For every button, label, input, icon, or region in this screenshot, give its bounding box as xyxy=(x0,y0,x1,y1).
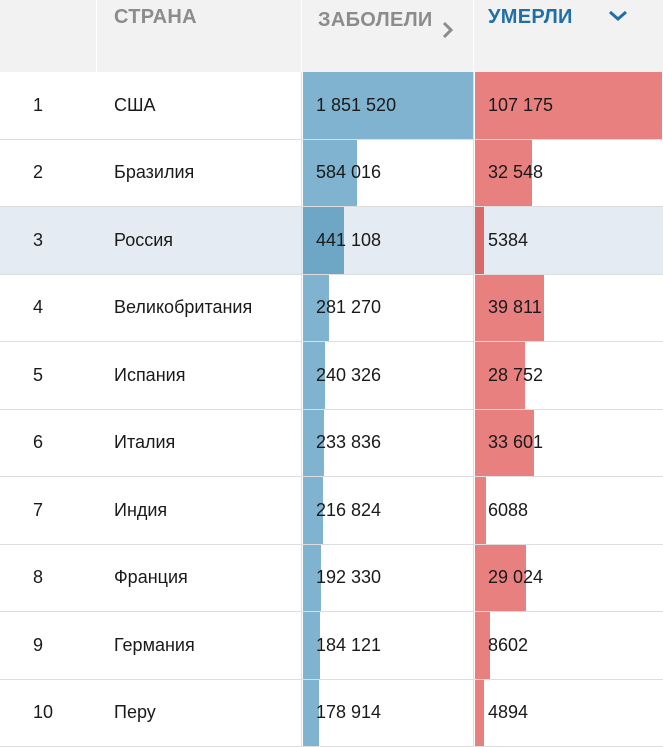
cases-cell: 184 121 xyxy=(302,612,474,679)
cases-cell: 216 824 xyxy=(302,477,474,544)
rank-cell: 6 xyxy=(0,410,97,477)
deaths-bar xyxy=(475,680,484,747)
rank-cell: 3 xyxy=(0,207,97,274)
deaths-cell: 4894 xyxy=(474,680,663,747)
rank-cell: 9 xyxy=(0,612,97,679)
cases-cell: 240 326 xyxy=(302,342,474,409)
cases-cell: 192 330 xyxy=(302,545,474,612)
country-cell: Германия xyxy=(97,612,302,679)
deaths-cell: 107 175 xyxy=(474,72,663,139)
deaths-value: 39 811 xyxy=(488,297,542,318)
rank-cell: 2 xyxy=(0,140,97,207)
deaths-value: 29 024 xyxy=(488,567,543,588)
country-cell: Бразилия xyxy=(97,140,302,207)
country-cell: Индия xyxy=(97,477,302,544)
country-cell: Испания xyxy=(97,342,302,409)
cases-value: 192 330 xyxy=(316,567,381,588)
deaths-cell: 28 752 xyxy=(474,342,663,409)
deaths-value: 107 175 xyxy=(488,95,553,116)
cases-value: 240 326 xyxy=(316,365,381,386)
rank-column-header xyxy=(0,0,97,72)
deaths-bar xyxy=(475,207,484,274)
cases-value: 233 836 xyxy=(316,432,381,453)
deaths-value: 32 548 xyxy=(488,162,543,183)
chevron-down-icon[interactable] xyxy=(608,6,628,26)
country-cell: США xyxy=(97,72,302,139)
country-cell: Италия xyxy=(97,410,302,477)
deaths-value: 33 601 xyxy=(488,432,543,453)
deaths-cell: 5384 xyxy=(474,207,663,274)
rank-cell: 10 xyxy=(0,680,97,747)
deaths-column-label: УМЕРЛИ xyxy=(488,6,573,28)
deaths-value: 6088 xyxy=(488,500,528,521)
deaths-cell: 8602 xyxy=(474,612,663,679)
deaths-value: 4894 xyxy=(488,702,528,723)
cases-column-header[interactable]: ЗАБОЛЕЛИ xyxy=(302,0,474,72)
cases-value: 184 121 xyxy=(316,635,381,656)
cases-value: 584 016 xyxy=(316,162,381,183)
rank-cell: 8 xyxy=(0,545,97,612)
rank-cell: 1 xyxy=(0,72,97,139)
country-cell: Перу xyxy=(97,680,302,747)
country-cell: Франция xyxy=(97,545,302,612)
cases-cell: 281 270 xyxy=(302,275,474,342)
chevron-right-icon[interactable] xyxy=(438,20,458,40)
rank-cell: 4 xyxy=(0,275,97,342)
cases-cell: 1 851 520 xyxy=(302,72,474,139)
table-header: СТРАНА ЗАБОЛЕЛИ УМЕРЛИ xyxy=(0,0,663,72)
cases-value: 281 270 xyxy=(316,297,381,318)
cases-value: 216 824 xyxy=(316,500,381,521)
cases-value: 1 851 520 xyxy=(316,95,396,116)
deaths-cell: 33 601 xyxy=(474,410,663,477)
deaths-bar xyxy=(475,477,486,544)
cases-cell: 233 836 xyxy=(302,410,474,477)
deaths-value: 5384 xyxy=(488,230,528,251)
deaths-value: 28 752 xyxy=(488,365,543,386)
deaths-cell: 6088 xyxy=(474,477,663,544)
cases-cell: 441 108 xyxy=(302,207,474,274)
country-column-header[interactable]: СТРАНА xyxy=(97,0,302,72)
rank-cell: 7 xyxy=(0,477,97,544)
deaths-cell: 29 024 xyxy=(474,545,663,612)
cases-column-label: ЗАБОЛЕЛИ xyxy=(318,6,438,34)
deaths-cell: 32 548 xyxy=(474,140,663,207)
rank-cell: 5 xyxy=(0,342,97,409)
cases-cell: 178 914 xyxy=(302,680,474,747)
country-cell: Великобритания xyxy=(97,275,302,342)
deaths-cell: 39 811 xyxy=(474,275,663,342)
deaths-column-header[interactable]: УМЕРЛИ xyxy=(474,0,663,72)
cases-cell: 584 016 xyxy=(302,140,474,207)
cases-value: 441 108 xyxy=(316,230,381,251)
deaths-value: 8602 xyxy=(488,635,528,656)
country-cell: Россия xyxy=(97,207,302,274)
cases-value: 178 914 xyxy=(316,702,381,723)
